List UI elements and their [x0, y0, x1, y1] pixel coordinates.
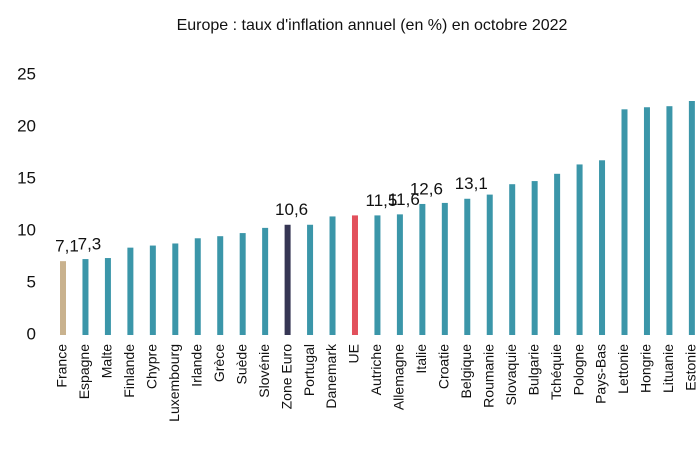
- bar: [688, 101, 695, 335]
- x-tick-label: Hongrie: [638, 344, 654, 393]
- bar: [419, 203, 426, 335]
- bar: [239, 233, 246, 335]
- bar: [172, 243, 179, 335]
- bar: [599, 160, 606, 335]
- bar: [307, 224, 314, 335]
- bar: [441, 202, 448, 335]
- x-tick-label: Malte: [99, 344, 115, 378]
- bar: [104, 258, 111, 335]
- x-tick-label: Allemagne: [391, 344, 407, 410]
- x-tick-label: Pays-Bas: [593, 344, 609, 404]
- x-tick-label: Croatie: [436, 344, 452, 389]
- y-tick-label: 5: [27, 272, 36, 291]
- x-tick-label: Irlande: [188, 344, 204, 387]
- y-tick-label: 20: [17, 116, 36, 135]
- bar: [262, 227, 269, 335]
- x-tick-label: Slovénie: [256, 344, 272, 398]
- x-tick-label: Lettonie: [615, 344, 631, 394]
- bar: [284, 224, 291, 335]
- y-tick-label: 0: [27, 324, 36, 343]
- y-tick-label: 10: [17, 220, 36, 239]
- bar: [554, 173, 561, 335]
- x-tick-label: Grèce: [211, 344, 227, 382]
- bar: [217, 236, 224, 335]
- chart-title: Europe : taux d'inflation annuel (en %) …: [177, 17, 568, 34]
- x-tick-label: Espagne: [76, 344, 92, 399]
- bar: [149, 245, 156, 335]
- bar: [127, 247, 134, 335]
- bar: [396, 214, 403, 335]
- x-tick-label: Portugal: [301, 344, 317, 396]
- value-label: 12,6: [410, 179, 443, 198]
- bar: [374, 215, 381, 335]
- x-tick-label: Estonie: [683, 344, 696, 391]
- bar: [351, 215, 358, 335]
- value-label: 11,6: [388, 190, 420, 209]
- x-tick-label: Italie: [413, 344, 429, 374]
- y-tick-label: 25: [17, 64, 36, 83]
- value-label: 11,5: [366, 191, 398, 210]
- value-label: 7,3: [78, 235, 102, 254]
- x-tick-label: Suède: [233, 344, 249, 385]
- bar: [82, 259, 89, 335]
- x-tick-label: Autriche: [368, 344, 384, 396]
- bar: [194, 238, 201, 335]
- x-tick-label: UE: [346, 344, 362, 363]
- x-tick-label: Pologne: [570, 344, 586, 396]
- value-label: 13,1: [455, 174, 488, 193]
- x-tick-label: Tchéquie: [548, 344, 564, 400]
- bar: [621, 109, 628, 335]
- x-tick-label: Bulgarie: [525, 344, 541, 396]
- value-label: 7,1: [55, 237, 79, 256]
- x-tick-label: Finlande: [121, 344, 137, 398]
- bar: [576, 164, 583, 335]
- x-tick-label: France: [54, 344, 70, 388]
- y-tick-label: 15: [17, 168, 36, 187]
- bar: [329, 216, 336, 335]
- bar: [464, 198, 471, 335]
- x-tick-label: Belgique: [458, 344, 474, 399]
- bar: [531, 181, 538, 335]
- bar: [509, 184, 516, 335]
- x-tick-label: Danemark: [323, 343, 339, 409]
- bar: [60, 261, 66, 335]
- value-label: 10,6: [275, 200, 308, 219]
- x-tick-label: Roumanie: [480, 344, 496, 408]
- x-tick-label: Slovaquie: [503, 344, 519, 406]
- bar: [486, 194, 493, 335]
- x-tick-label: Zone Euro: [278, 344, 294, 410]
- bar: [643, 107, 650, 336]
- x-tick-label: Lituanie: [660, 344, 676, 393]
- bar: [666, 106, 673, 335]
- x-tick-label: Luxembourg: [166, 344, 182, 422]
- x-tick-label: Chypre: [144, 344, 160, 389]
